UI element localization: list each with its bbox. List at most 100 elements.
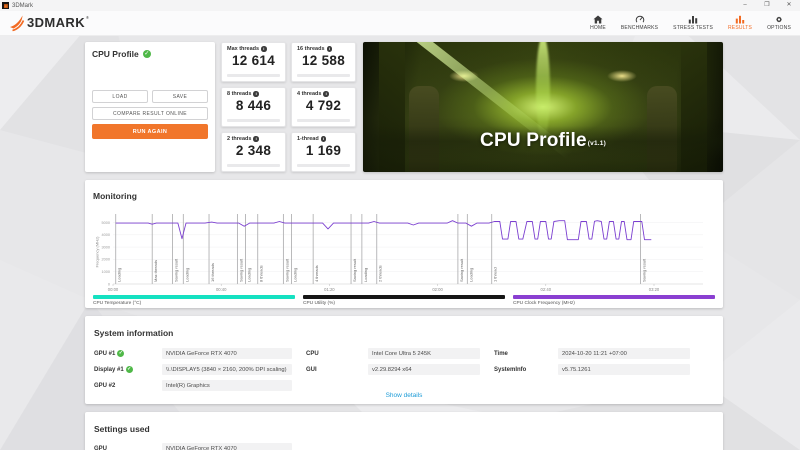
svg-text:4 threads: 4 threads — [314, 265, 319, 282]
chart-legend: CPU Temperature (°C) CPU Utility (%) CPU… — [93, 295, 715, 306]
score-value: 1 169 — [305, 142, 342, 158]
svg-text:2000: 2000 — [102, 258, 110, 262]
info-icon[interactable]: i — [320, 136, 327, 142]
monitoring-chart: 0 1000 2000 3000 4000 5000 Frequency (MHz) 00:0… — [95, 214, 703, 292]
score-label: Max threads — [227, 46, 260, 52]
nav-item-benchmarks[interactable]: BENCHMARKS — [620, 15, 659, 32]
time-value: 2024-10-20 11:21 +07:00 — [558, 348, 690, 359]
svg-text:Loading: Loading — [117, 268, 122, 282]
svg-text:Saving result: Saving result — [238, 258, 243, 282]
nav-item-options[interactable]: OPTIONS — [767, 15, 791, 32]
score-label: 16 threads — [297, 46, 325, 52]
passed-check-icon: ✓ — [142, 50, 151, 58]
compare-result-online-button[interactable]: COMPARE RESULT ONLINE — [92, 107, 208, 120]
svg-text:Loading: Loading — [293, 268, 298, 282]
score-bar — [297, 73, 350, 77]
show-details-link[interactable]: Show details — [385, 392, 423, 399]
score-grid: Max threads i 12 614 16 threads i 12 588 8… — [221, 42, 356, 172]
legend-color-bar — [513, 295, 715, 299]
nav-label: HOME — [590, 25, 606, 32]
cpu-profile-title: CPU Profile — [92, 49, 139, 59]
monitoring-card: Monitoring 0 1000 2000 3000 4000 5000 Frequenc… — [85, 180, 723, 308]
svg-text:2 threads: 2 threads — [378, 265, 383, 282]
hero-lantern-glow — [607, 70, 637, 82]
legend-label: CPU Clock Frequency (MHz) — [513, 301, 575, 306]
info-icon[interactable]: i — [261, 46, 267, 52]
score-value: 8 446 — [235, 97, 272, 113]
legend-label: CPU Utility (%) — [303, 301, 335, 306]
svg-text:02:40: 02:40 — [541, 287, 552, 292]
benchmarks-icon — [635, 15, 644, 23]
svg-text:Loading: Loading — [184, 268, 189, 282]
system-information-title: System information — [94, 328, 174, 338]
score-label: 4 threads — [297, 91, 322, 97]
hero-title-text: CPU Profile — [480, 130, 587, 151]
hero-statue — [409, 86, 439, 172]
logo: 3DMARK ® — [9, 14, 89, 32]
minimize-icon[interactable]: – — [743, 2, 747, 8]
hero-version: (v1.1) — [587, 140, 606, 147]
svg-text:Saving result: Saving result — [459, 258, 464, 282]
cpu-profile-card: CPU Profile ✓ LOAD SAVE COMPARE RESULT O… — [85, 42, 215, 172]
score-label: 2 threads — [227, 136, 252, 142]
svg-text:Max threads: Max threads — [153, 260, 158, 282]
nav-label: STRESS TESTS — [673, 25, 713, 32]
nav-label: BENCHMARKS — [620, 25, 659, 32]
hero-title-band — [363, 126, 723, 160]
svg-text:4000: 4000 — [102, 233, 110, 237]
benchmark-hero-image: CPU Profile(v1.1) — [363, 42, 723, 172]
score-value: 12 588 — [301, 52, 346, 68]
score-bar — [227, 163, 280, 167]
run-again-button[interactable]: RUN AGAIN — [92, 124, 208, 139]
score-bar — [297, 163, 350, 167]
hero-pillar — [681, 42, 707, 172]
window-controls: – ❐ ✕ — [734, 0, 800, 11]
score-box-8-threads: 8 threads i 8 446 — [221, 87, 286, 127]
svg-text:5000: 5000 — [102, 221, 110, 225]
legend-color-bar — [303, 295, 505, 299]
svg-text:16 threads: 16 threads — [210, 263, 215, 282]
maximize-icon[interactable]: ❐ — [764, 2, 770, 8]
nav-label: OPTIONS — [767, 25, 791, 32]
svg-text:01:20: 01:20 — [324, 287, 335, 292]
svg-text:0: 0 — [108, 282, 110, 286]
info-icon[interactable]: i — [253, 136, 259, 142]
score-box-4-threads: 4 threads i 4 792 — [291, 87, 356, 127]
check-icon: ✓ — [117, 350, 125, 357]
nav-item-results[interactable]: RESULTS — [728, 15, 752, 31]
info-icon[interactable]: i — [253, 91, 259, 97]
cpu-value: Intel Core Ultra 5 245K — [368, 348, 480, 359]
logo-swoosh-icon — [10, 15, 25, 32]
score-bar — [297, 118, 350, 122]
svg-text:1 thread: 1 thread — [493, 267, 498, 282]
nav-item-stress-tests[interactable]: STRESS TESTS — [673, 15, 713, 32]
legend-color-bar — [93, 295, 295, 299]
close-icon[interactable]: ✕ — [786, 2, 792, 8]
legend-label: CPU Temperature (°C) — [93, 301, 142, 306]
logo-text: 3DMARK — [27, 15, 86, 30]
systeminfo-value: v5.75.1261 — [558, 364, 690, 375]
svg-text:8 threads: 8 threads — [259, 265, 264, 282]
gpu1-label: GPU #1 ✓ — [94, 350, 125, 357]
score-bar — [227, 118, 280, 122]
gpu2-label: GPU #2 — [94, 382, 116, 389]
info-icon[interactable]: i — [326, 46, 333, 52]
system-information-card: System information GPU #1 ✓ NVIDIA GeForc… — [85, 316, 723, 404]
load-button[interactable]: LOAD — [92, 90, 148, 103]
nav-item-home[interactable]: HOME — [590, 15, 606, 32]
monitoring-title: Monitoring — [93, 191, 137, 201]
score-value: 12 614 — [231, 52, 276, 68]
window-titlebar: 3DMark – ❐ ✕ — [0, 0, 800, 11]
app-icon — [2, 2, 9, 9]
info-icon[interactable]: i — [323, 91, 329, 97]
main-nav: HOME BENCHMARKS STRESS TESTS RESULTS — [590, 15, 791, 32]
settings-used-title: Settings used — [94, 424, 150, 434]
save-button[interactable]: SAVE — [152, 90, 208, 103]
settings-gpu-value: NVIDIA GeForce RTX 4070 — [162, 443, 292, 450]
score-box-2-threads: 2 threads i 2 348 — [221, 132, 286, 172]
systeminfo-label: SystemInfo — [494, 366, 527, 373]
svg-text:Saving result: Saving result — [174, 258, 179, 282]
display1-label: Display #1 ✓ — [94, 366, 133, 373]
svg-text:00:40: 00:40 — [216, 287, 227, 292]
svg-text:1000: 1000 — [102, 270, 110, 274]
